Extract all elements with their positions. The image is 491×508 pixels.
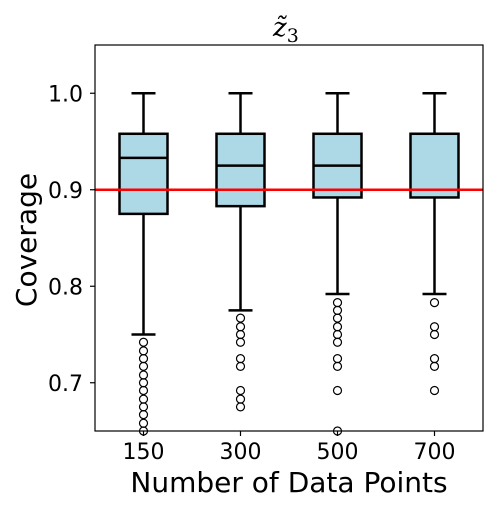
y-axis-label: Coverage [10,173,43,307]
outlier-point [235,354,246,364]
outlier-point [235,402,246,412]
iqr-box [409,132,460,199]
outlier-point [429,354,440,364]
box-group-700 [409,92,460,396]
outlier-point [332,354,343,364]
outlier-point [429,361,440,371]
x-tick-label: 150 [123,440,165,465]
outlier-point [138,378,149,388]
outlier-point [235,313,246,323]
outlier-point [332,313,343,323]
chart-title-text: z̃3 [272,13,299,47]
outlier-point [332,329,343,340]
outlier-point [332,305,343,315]
outlier-point [138,370,149,380]
outlier-point [332,385,343,396]
chart-title: z̃3 [272,13,299,47]
outlier-point [138,385,149,396]
outlier-point [332,361,343,371]
outlier-point [332,337,343,347]
outlier-point [332,298,343,308]
outlier-point [138,354,149,364]
box-group-300 [215,92,266,412]
outlier-point [138,394,149,404]
outlier-point [429,385,440,396]
outlier-point [138,409,149,420]
title-subscript: 3 [287,25,299,47]
outlier-point [138,418,149,428]
y-tick-label: 0.9 [48,179,83,204]
box-group-500 [312,92,363,436]
outlier-point [235,329,246,340]
outlier-point [429,322,440,332]
iqr-box [215,132,266,208]
y-tick-label: 1.0 [48,82,83,107]
x-axis-label: Number of Data Points [130,466,447,499]
outlier-point [429,298,440,308]
outlier-point [235,385,246,396]
outlier-point [235,394,246,404]
x-tick-label: 300 [220,440,262,465]
x-tick-label: 700 [414,440,456,465]
box-group-150 [118,92,169,436]
y-tick-label: 0.7 [48,372,83,397]
outlier-point [332,322,343,332]
x-tick-label: 500 [317,440,359,465]
outlier-point [235,337,246,347]
outlier-point [429,329,440,340]
outlier-point [138,337,149,347]
outlier-point [235,361,246,371]
title-symbol: z̃ [272,13,288,43]
outlier-point [235,322,246,332]
y-tick-label: 0.8 [48,275,83,300]
plot-frame [94,44,484,432]
outlier-point [138,402,149,412]
iqr-box [118,132,169,216]
outlier-point [138,361,149,371]
outlier-point [138,346,149,356]
